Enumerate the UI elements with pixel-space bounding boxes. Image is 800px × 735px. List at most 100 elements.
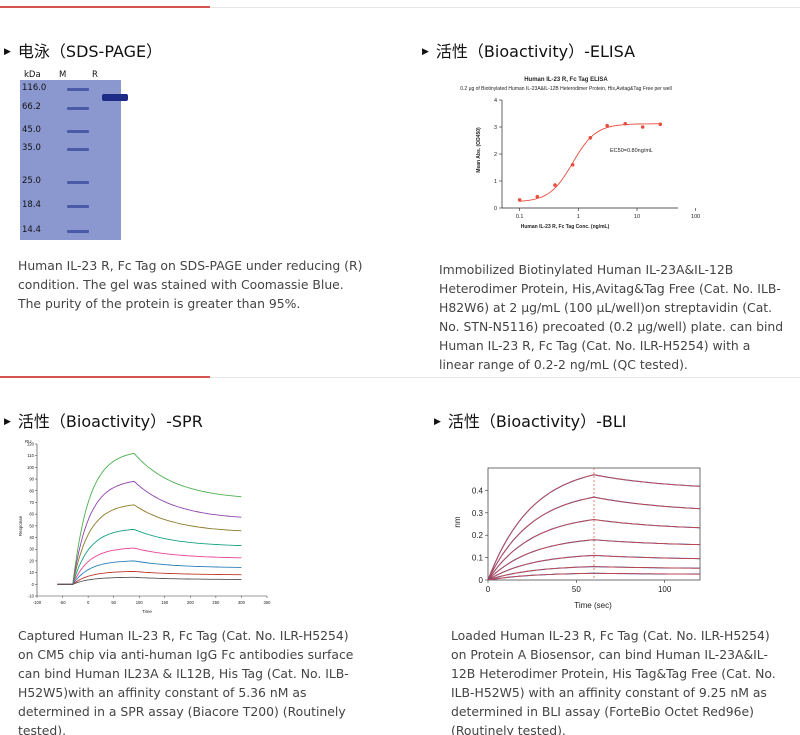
- elisa-y-tick-label: 4: [494, 98, 497, 104]
- middle-accent-line: [0, 376, 210, 378]
- elisa-ec50-annotation: EC50=0.80ng/mL: [610, 148, 653, 154]
- elisa-y-tick-label: 1: [494, 179, 497, 185]
- bullet-triangle-icon: ▶: [4, 47, 11, 57]
- spr-y-tick-label: 120: [27, 442, 35, 447]
- ladder-band: [67, 205, 89, 208]
- spr-sensorgram-line: [57, 452, 242, 585]
- bli-title: 活性（Bioactivity）-BLI: [447, 412, 627, 431]
- ladder-band: [67, 230, 89, 233]
- spr-y-tick-label: 110: [27, 453, 34, 458]
- elisa-x-tick-label: 100: [691, 214, 700, 220]
- elisa-fit-curve: [519, 123, 661, 202]
- bli-description: Loaded Human IL-23 R, Fc Tag (Cat. No. I…: [451, 628, 776, 735]
- bli-fit-curve: [487, 474, 701, 581]
- sds-gel-image: kDa M R 116.0 66.2 45.0 35.0 25.0 18.4 1…: [20, 70, 128, 240]
- elisa-y-tick-label: 0: [494, 206, 497, 212]
- elisa-heading: ▶ 活性（Bioactivity）-ELISA: [422, 38, 635, 62]
- bli-fit-curve: [487, 555, 701, 581]
- spr-y-tick-label: 70: [29, 500, 34, 505]
- elisa-data-point: [535, 194, 540, 199]
- bli-y-tick-label: 0.1: [472, 554, 484, 563]
- sample-band-r: [102, 94, 128, 101]
- bli-x-axis-label: Time (sec): [574, 601, 612, 610]
- spr-y-tick-label: 60: [29, 512, 34, 517]
- bli-fit-curve: [487, 566, 700, 581]
- ladder-band: [67, 88, 89, 91]
- spr-y-tick-label: 80: [29, 488, 34, 493]
- gel-marker-label: 116.0: [22, 83, 47, 93]
- gel-marker-label: 18.4: [22, 200, 41, 210]
- spr-sensorgram-line: [57, 576, 242, 585]
- elisa-x-axis-label: Human IL-23 R, Fc Tag Conc. (ng/mL): [521, 224, 610, 230]
- top-divider: [210, 7, 800, 8]
- bullet-triangle-icon: ▶: [422, 47, 429, 57]
- elisa-data-point: [588, 136, 593, 140]
- spr-y-tick-label: 100: [27, 465, 35, 470]
- spr-y-tick-label: 10: [29, 570, 34, 575]
- bli-fit-curve: [487, 539, 701, 581]
- elisa-x-tick-label: 10: [634, 214, 640, 220]
- gel-marker-label: 66.2: [22, 102, 41, 112]
- spr-y-tick-label: 30: [29, 547, 34, 552]
- bli-fit-curve: [487, 572, 700, 581]
- elisa-data-point: [570, 163, 575, 167]
- bullet-triangle-icon: ▶: [4, 417, 11, 427]
- elisa-x-tick-label: 1: [577, 214, 580, 220]
- bli-fit-curve: [487, 496, 701, 581]
- spr-y-tick-label: 20: [29, 558, 34, 563]
- bli-heading: ▶ 活性（Bioactivity）-BLI: [434, 408, 627, 432]
- ladder-band: [67, 130, 89, 133]
- elisa-chart-title: Human IL-23 R, Fc Tag ELISA: [524, 77, 608, 83]
- elisa-y-axis-label: Mean Abs. (OD450): [476, 127, 482, 173]
- bullet-triangle-icon: ▶: [434, 417, 441, 427]
- spr-x-tick-label: 150: [161, 600, 169, 605]
- bli-y-tick-label: 0: [479, 576, 484, 585]
- spr-y-axis-label: Response: [18, 515, 23, 536]
- spr-x-tick-label: 50: [111, 600, 116, 605]
- spr-sensorgram-line: [57, 528, 242, 585]
- spr-sensorgram-line: [57, 480, 242, 585]
- gel-marker-label: 45.0: [22, 125, 41, 135]
- spr-x-tick-label: 0: [87, 600, 90, 605]
- spr-y-tick-label: 0: [32, 582, 35, 587]
- gel-marker-label: 25.0: [22, 176, 41, 186]
- bli-chart: nm Time (sec) 0 0.1 0.2 0.3 0.4 0 50 100: [453, 467, 701, 610]
- gel-lane-kda: kDa: [24, 70, 41, 80]
- ladder-band: [67, 107, 89, 110]
- spr-sensorgram-line: [57, 504, 242, 585]
- bli-y-tick-label: 0.2: [472, 531, 484, 540]
- elisa-data-point: [658, 122, 663, 127]
- elisa-chart: Human IL-23 R, Fc Tag ELISA 0.2 μg of Bi…: [460, 77, 700, 230]
- bli-x-tick-label: 0: [486, 585, 491, 594]
- elisa-x-tick-label: 0.1: [516, 214, 524, 220]
- spr-y-tick-label: 90: [29, 477, 34, 482]
- gel-lane-header: kDa M R: [20, 70, 121, 80]
- bli-y-tick-label: 0.3: [472, 509, 484, 518]
- spr-title: 活性（Bioactivity）-SPR: [17, 412, 203, 431]
- spr-y-tick-label: 40: [29, 535, 34, 540]
- elisa-description: Immobilized Biotinylated Human IL-23A&IL…: [439, 262, 784, 372]
- spr-sensorgram-line: [57, 570, 242, 585]
- spr-x-tick-label: 250: [212, 600, 220, 605]
- bli-fit-curve: [487, 519, 701, 581]
- spr-x-tick-label: 100: [136, 600, 144, 605]
- elisa-data-point: [640, 125, 645, 129]
- elisa-chart-subtitle: 0.2 μg of Biotinylated Human IL-23A&IL-1…: [460, 86, 672, 92]
- spr-description: Captured Human IL-23 R, Fc Tag (Cat. No.…: [18, 628, 354, 735]
- sds-description: Human IL-23 R, Fc Tag on SDS-PAGE under …: [18, 258, 363, 311]
- spr-x-tick-label: 350: [264, 600, 272, 605]
- spr-x-tick-label: 200: [187, 600, 195, 605]
- bli-y-tick-label: 0.4: [472, 486, 484, 495]
- elisa-data-point: [623, 121, 628, 126]
- spr-x-tick-label: -50: [60, 600, 67, 605]
- spr-x-axis-label: Time: [142, 609, 152, 614]
- elisa-y-tick-label: 3: [494, 125, 497, 131]
- gel-marker-label: 14.4: [22, 225, 41, 235]
- spr-chart: RU Response Time -1001020304050607080901…: [18, 439, 272, 614]
- bli-x-tick-label: 100: [658, 585, 672, 594]
- elisa-data-point: [553, 183, 557, 187]
- spr-y-tick-label: 50: [29, 523, 34, 528]
- sds-heading: ▶ 电泳（SDS-PAGE）: [4, 38, 162, 62]
- ladder-band: [67, 148, 89, 151]
- spr-unit-label: RU: [25, 439, 32, 444]
